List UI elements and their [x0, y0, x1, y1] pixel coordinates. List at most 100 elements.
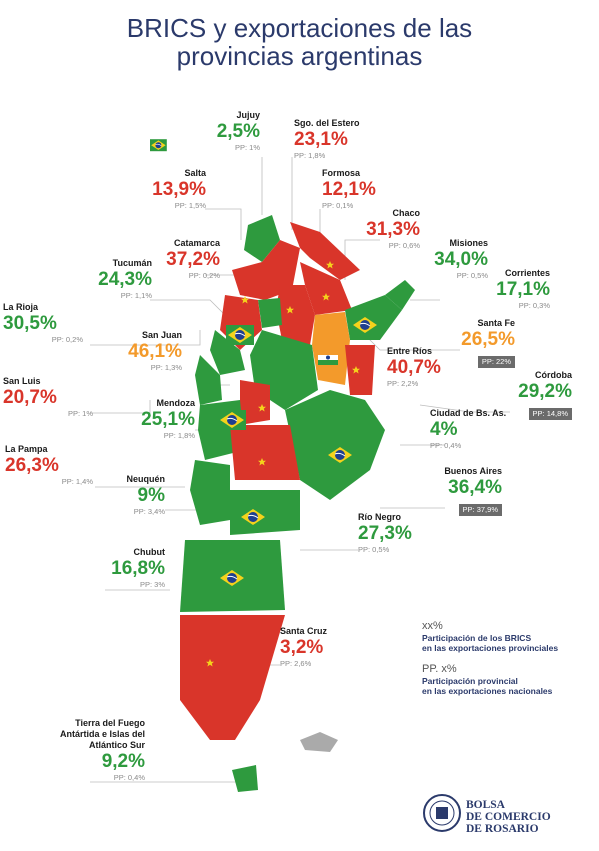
- label-larioja: La Rioja 30,5% PP: 0,2%: [3, 302, 83, 345]
- province-pct: 24,3%: [98, 269, 152, 290]
- province-name: Santa Fe: [477, 318, 515, 328]
- label-sgo: Sgo. del Estero 23,1% PP: 1,8%: [294, 118, 394, 161]
- label-bsas: Buenos Aires 36,4% PP: 37,9%: [420, 466, 502, 517]
- santafe-region: [312, 312, 350, 385]
- province-pp: PP: 22%: [477, 356, 515, 368]
- province-name: Chaco: [392, 208, 420, 218]
- label-neuquen: Neuquén 9% PP: 3,4%: [100, 474, 165, 517]
- label-santacruz: Santa Cruz 3,2% PP: 2,6%: [280, 626, 360, 669]
- brazil-flag-icon: [217, 409, 247, 431]
- province-pct: 20,7%: [3, 387, 57, 408]
- province-name: Misiones: [449, 238, 488, 248]
- province-name: Corrientes: [504, 268, 550, 278]
- province-pct: 23,1%: [294, 129, 348, 150]
- province-pp: PP: 0,2%: [51, 335, 83, 344]
- santacruz-region: [180, 615, 285, 740]
- province-pct: 37,2%: [166, 249, 220, 270]
- label-catamarca: Catamarca 37,2% PP: 0,2%: [150, 238, 220, 281]
- malvinas-region: [300, 732, 338, 752]
- larioja-region: [210, 330, 245, 375]
- province-pp: PP: 1,1%: [120, 291, 152, 300]
- label-misiones: Misiones 34,0% PP: 0,5%: [420, 238, 488, 281]
- brazil-flag-icon: [225, 324, 255, 346]
- province-pct: 9,2%: [101, 751, 145, 772]
- brazil-flag-icon: [238, 506, 268, 528]
- province-name: Ciudad de Bs. As.: [430, 408, 507, 418]
- province-pct: 31,3%: [366, 219, 420, 240]
- province-pp: PP: 0,2%: [188, 271, 220, 280]
- label-chubut: Chubut 16,8% PP: 3%: [100, 547, 165, 590]
- entrerios-region: [345, 345, 375, 395]
- province-pp: PP: 0,5%: [358, 545, 390, 554]
- label-cordoba: Córdoba 29,2% PP: 14,8%: [500, 370, 572, 421]
- province-name: Jujuy: [236, 110, 260, 120]
- province-pct: 26,3%: [5, 455, 59, 476]
- label-entrerios: Entre Ríos 40,7% PP: 2,2%: [387, 346, 467, 389]
- brazil-flag-icon: [325, 444, 355, 466]
- brazil-flag-icon: [217, 567, 247, 589]
- bcr-logo: BOLSA DE COMERCIO DE ROSARIO: [422, 793, 551, 838]
- india-flag-icon: [318, 350, 338, 365]
- province-name: Sgo. del Estero: [294, 118, 360, 128]
- province-pct: 2,5%: [216, 121, 260, 142]
- province-pct: 12,1%: [322, 179, 376, 200]
- misiones-region: [385, 280, 415, 310]
- label-santafe: Santa Fe 26,5% PP: 22%: [440, 318, 515, 369]
- province-pct: 17,1%: [496, 279, 550, 300]
- province-pct: 46,1%: [128, 341, 182, 362]
- province-pp: PP: 0,6%: [388, 241, 420, 250]
- province-name: Tierra del Fuego Antártida e Islas del A…: [59, 718, 145, 750]
- formosa-region: [290, 222, 360, 280]
- title-line-2: provincias argentinas: [176, 41, 423, 71]
- province-pct: 3,2%: [280, 637, 324, 658]
- label-caba: Ciudad de Bs. As. 4% PP: 0,4%: [430, 408, 530, 451]
- label-rionegro: Río Negro 27,3% PP: 0,5%: [358, 512, 438, 555]
- province-pp: PP: 1,4%: [61, 477, 93, 486]
- logo-text: BOLSA DE COMERCIO DE ROSARIO: [466, 799, 551, 835]
- province-pct: 16,8%: [111, 558, 165, 579]
- province-pct: 26,5%: [461, 329, 515, 350]
- province-name: Río Negro: [358, 512, 402, 522]
- province-name: Catamarca: [173, 238, 220, 248]
- province-pp: PP: 0,5%: [456, 271, 488, 280]
- seal-icon: [423, 794, 461, 832]
- neuquen-region: [190, 460, 230, 525]
- label-jujuy: Jujuy 2,5% PP: 1%: [200, 110, 260, 153]
- province-name: Entre Ríos: [387, 346, 433, 356]
- logo-line-3: DE ROSARIO: [466, 823, 539, 835]
- label-sanjuan: San Juan 46,1% PP: 1,3%: [120, 330, 182, 373]
- label-chaco: Chaco 31,3% PP: 0,6%: [360, 208, 420, 251]
- label-mendoza: Mendoza 25,1% PP: 1,8%: [120, 398, 195, 441]
- tucuman-region: [258, 298, 282, 328]
- label-tucuman: Tucumán 24,3% PP: 1,1%: [90, 258, 152, 301]
- chaco-region: [300, 262, 352, 315]
- province-name: Tucumán: [112, 258, 152, 268]
- sanluis-region: [240, 380, 270, 425]
- label-salta: Salta 13,9% PP: 1,5%: [140, 168, 206, 211]
- province-pp: PP: 3,4%: [133, 507, 165, 516]
- legend-desc-1a: Participación de los BRICS: [422, 633, 532, 643]
- province-name: Buenos Aires: [444, 466, 502, 476]
- province-pct: 25,1%: [141, 409, 195, 430]
- lapampa-region: [230, 425, 300, 480]
- page-title: BRICS y exportaciones de las provincias …: [0, 14, 599, 70]
- sgo-region: [276, 285, 315, 345]
- province-pp: PP: 0,1%: [322, 201, 354, 210]
- province-pp: PP: 0,4%: [430, 441, 462, 450]
- title-line-1: BRICS y exportaciones de las: [126, 13, 473, 43]
- province-pp: PP: 1%: [67, 409, 93, 418]
- province-pp: PP: 2,2%: [387, 379, 419, 388]
- province-pp: PP: 2,6%: [280, 659, 312, 668]
- province-name: Neuquén: [126, 474, 165, 484]
- province-name: San Luis: [3, 376, 41, 386]
- legend-desc-2b: en las exportaciones nacionales: [422, 686, 553, 696]
- province-pp: PP: 1,8%: [294, 151, 326, 160]
- logo-line-2: DE COMERCIO: [466, 811, 551, 823]
- province-name: Mendoza: [156, 398, 195, 408]
- sanjuan-region: [195, 355, 222, 405]
- legend-key-2: PP. x%: [422, 663, 457, 675]
- province-pct: 36,4%: [448, 477, 502, 498]
- province-name: Santa Cruz: [280, 626, 328, 636]
- tdf-region: [232, 765, 258, 792]
